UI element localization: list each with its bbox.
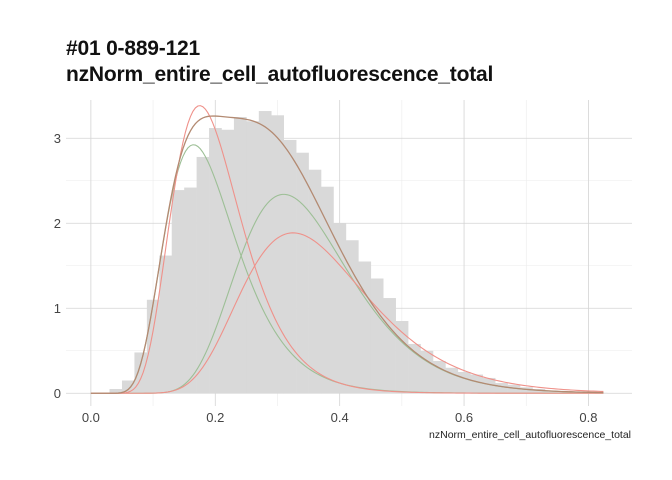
histogram-bar [345,240,359,394]
histogram-bar [196,156,210,394]
histogram-bar [109,389,123,394]
y-tick-label: 0 [54,386,61,401]
histogram-bar [532,389,546,394]
histogram-bar [258,111,272,394]
x-tick-label: 0.0 [82,410,100,425]
chart-title-line-2: nzNorm_entire_cell_autofluorescence_tota… [66,63,494,86]
histogram-bar [470,374,484,394]
y-tick-label: 1 [54,301,61,316]
histogram-bar [159,255,173,394]
histogram-bar [495,383,508,394]
density-curve-5 [90,115,604,394]
histogram-bar [321,186,334,394]
x-axis-label: nzNorm_entire_cell_autofluorescence_tota… [429,429,631,441]
y-axis-ticks: 0 1 2 3 [54,131,61,401]
histogram-bars [109,111,608,394]
histogram-bar [507,384,521,394]
histogram-bar [557,391,571,394]
histogram-bar [420,350,434,394]
histogram-bar [146,299,160,394]
density-curve-3 [90,105,604,394]
x-tick-label: 0.6 [455,410,473,425]
histogram-bar [283,139,297,394]
y-tick-label: 2 [54,216,61,231]
histogram-bar [271,115,284,394]
histogram-bar [370,278,384,394]
x-tick-label: 0.4 [331,410,349,425]
histogram-bar [482,377,496,394]
histogram-bar [520,387,533,394]
density-curve-4 [90,232,604,394]
y-tick-label: 3 [54,131,61,146]
x-tick-label: 0.2 [206,410,224,425]
histogram-bar [184,187,197,394]
histogram-bar [246,121,260,394]
histogram-bar [408,343,421,394]
histogram-bar [358,261,372,394]
density-curves [90,105,604,394]
histogram-bar [171,190,185,394]
histogram-bar [308,169,322,394]
histogram-bar [544,390,558,394]
histogram-bar [134,352,148,394]
histogram-bar [333,223,347,394]
histogram-bar [296,152,309,394]
x-axis-ticks: 0.0 0.2 0.4 0.6 0.8 [82,410,598,425]
histogram-bar [457,372,471,394]
histogram-bar [383,298,396,394]
histogram-bar [445,367,459,394]
histogram-bar [209,128,222,394]
chart-title-line-1: #01 0-889-121 [66,37,201,60]
x-tick-label: 0.8 [579,410,597,425]
